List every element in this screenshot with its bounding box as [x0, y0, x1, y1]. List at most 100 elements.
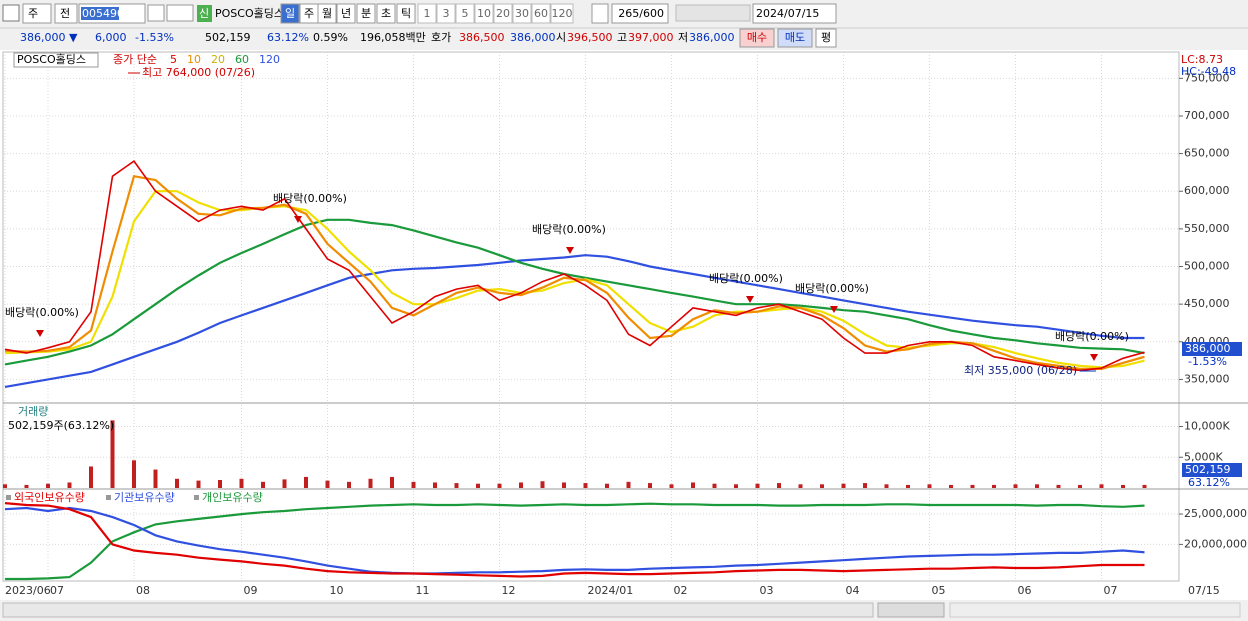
- last-volume-pct: 63.12%: [1188, 476, 1230, 489]
- period-label: 월: [322, 7, 332, 20]
- interval-button[interactable]: [436, 3, 456, 24]
- volume-bar: [927, 484, 932, 488]
- last-volume: 502,159: [1185, 463, 1231, 476]
- info-low: 386,000: [689, 31, 735, 44]
- x-tick-label: 02: [674, 584, 688, 597]
- period-button[interactable]: [317, 3, 337, 24]
- interval-label: 20: [496, 7, 510, 20]
- y-tick-label: 650,000: [1184, 147, 1230, 160]
- avg-button[interactable]: [815, 28, 837, 48]
- volume-bar: [841, 483, 846, 488]
- annotation: LC:8.73: [1181, 53, 1223, 66]
- legend-entry: 5: [170, 53, 177, 66]
- count: 265/600: [618, 7, 664, 20]
- volume-bar: [46, 483, 50, 488]
- volume-bar: [1121, 484, 1125, 488]
- x-tick-label: 2023/06: [5, 584, 51, 597]
- info-change-pct: -1.53%: [135, 31, 174, 44]
- volume-bar: [691, 482, 695, 488]
- volume-bar: [1035, 484, 1039, 488]
- period-label: 주: [304, 7, 314, 20]
- interval-label: 120: [552, 7, 573, 20]
- period-label: 분: [361, 7, 371, 20]
- last-volume-box: [1182, 463, 1242, 477]
- volume-bar: [540, 481, 545, 488]
- chart-title: POSCO홀딩스: [17, 53, 86, 66]
- annotation: 배당락(0.00%): [532, 223, 606, 236]
- badge: 신: [199, 7, 209, 20]
- buy-button[interactable]: [739, 28, 775, 48]
- info-amount: 196,058백만: [360, 31, 426, 44]
- period-label: 초: [381, 7, 391, 20]
- market-select[interactable]: [22, 3, 52, 24]
- tool-icons[interactable]: [675, 4, 751, 22]
- volume-bar: [239, 478, 244, 488]
- y-tick-label: 5,000K: [1184, 450, 1223, 463]
- code: 005490: [82, 7, 124, 20]
- period-label: 일: [285, 6, 295, 20]
- volume-bar: [992, 484, 996, 488]
- scroll-track[interactable]: [2, 602, 874, 618]
- volume-bar: [110, 420, 115, 488]
- volume-bar: [712, 483, 717, 488]
- volume-bar: [89, 466, 93, 488]
- x-tick-label: 05: [932, 584, 946, 597]
- period-button[interactable]: [376, 3, 396, 24]
- annotation: 배당락(0.00%): [273, 192, 347, 205]
- x-tick-label: 09: [244, 584, 258, 597]
- interval-label: 10: [477, 7, 491, 20]
- interval-button[interactable]: [531, 3, 551, 24]
- sell-button[interactable]: [777, 28, 813, 48]
- info-turnover: 0.59%: [313, 31, 348, 44]
- search-button[interactable]: [147, 4, 165, 22]
- mode-select[interactable]: [54, 3, 78, 24]
- date: 2024/07/15: [756, 7, 819, 20]
- volume-bar: [949, 484, 953, 488]
- dropdown[interactable]: [591, 3, 609, 24]
- interval-button[interactable]: [474, 3, 494, 24]
- last-price: 386,000: [1185, 342, 1231, 355]
- x-tick-label: 2024/01: [588, 584, 634, 597]
- legend-entry: 120: [259, 53, 280, 66]
- sound-button[interactable]: [166, 4, 194, 22]
- volume-bar: [1078, 484, 1082, 488]
- y-tick-label: 500,000: [1184, 260, 1230, 273]
- info-low-label: 저: [678, 31, 688, 44]
- interval-button[interactable]: [550, 3, 574, 24]
- x-tick-label: 07: [50, 584, 64, 597]
- buy-label: 매수: [747, 31, 767, 44]
- info-ask-label: 호가: [431, 31, 451, 44]
- y-tick-label: 550,000: [1184, 222, 1230, 235]
- interval-label: 30: [515, 7, 529, 20]
- volume-bar: [669, 484, 674, 488]
- volume-bar: [605, 483, 609, 488]
- interval-button[interactable]: [512, 3, 532, 24]
- interval-button[interactable]: [455, 3, 475, 24]
- annotation: 배당락(0.00%): [709, 272, 783, 285]
- series-line: [4, 218, 1145, 366]
- dividend-marker: [36, 330, 44, 337]
- date-box[interactable]: [752, 3, 837, 24]
- interval-button[interactable]: [417, 3, 437, 24]
- period-button[interactable]: [336, 3, 356, 24]
- y-tick-label: 700,000: [1184, 109, 1230, 122]
- y-tick-label: 450,000: [1184, 297, 1230, 310]
- info-open-label: 시: [556, 31, 566, 44]
- badge-bg: [197, 5, 212, 22]
- period-button[interactable]: [396, 3, 416, 24]
- period-button[interactable]: [356, 3, 376, 24]
- legend-entry: 외국인보유수량: [14, 491, 85, 504]
- series-line: [4, 506, 1145, 575]
- x-tick-label: 06: [1018, 584, 1032, 597]
- panel-title: 거래량: [18, 405, 48, 418]
- zoom-tools[interactable]: [949, 602, 1241, 618]
- legend-swatch: [6, 495, 11, 500]
- interval-button[interactable]: [493, 3, 513, 24]
- info-open: 396,500: [567, 31, 613, 44]
- legend-entry: 개인보유수량: [202, 491, 263, 504]
- x-tick-label: 03: [760, 584, 774, 597]
- nav-buttons[interactable]: [877, 602, 945, 618]
- menu-icon[interactable]: [2, 4, 20, 22]
- legend-swatch: [194, 495, 199, 500]
- period-button[interactable]: [280, 3, 300, 24]
